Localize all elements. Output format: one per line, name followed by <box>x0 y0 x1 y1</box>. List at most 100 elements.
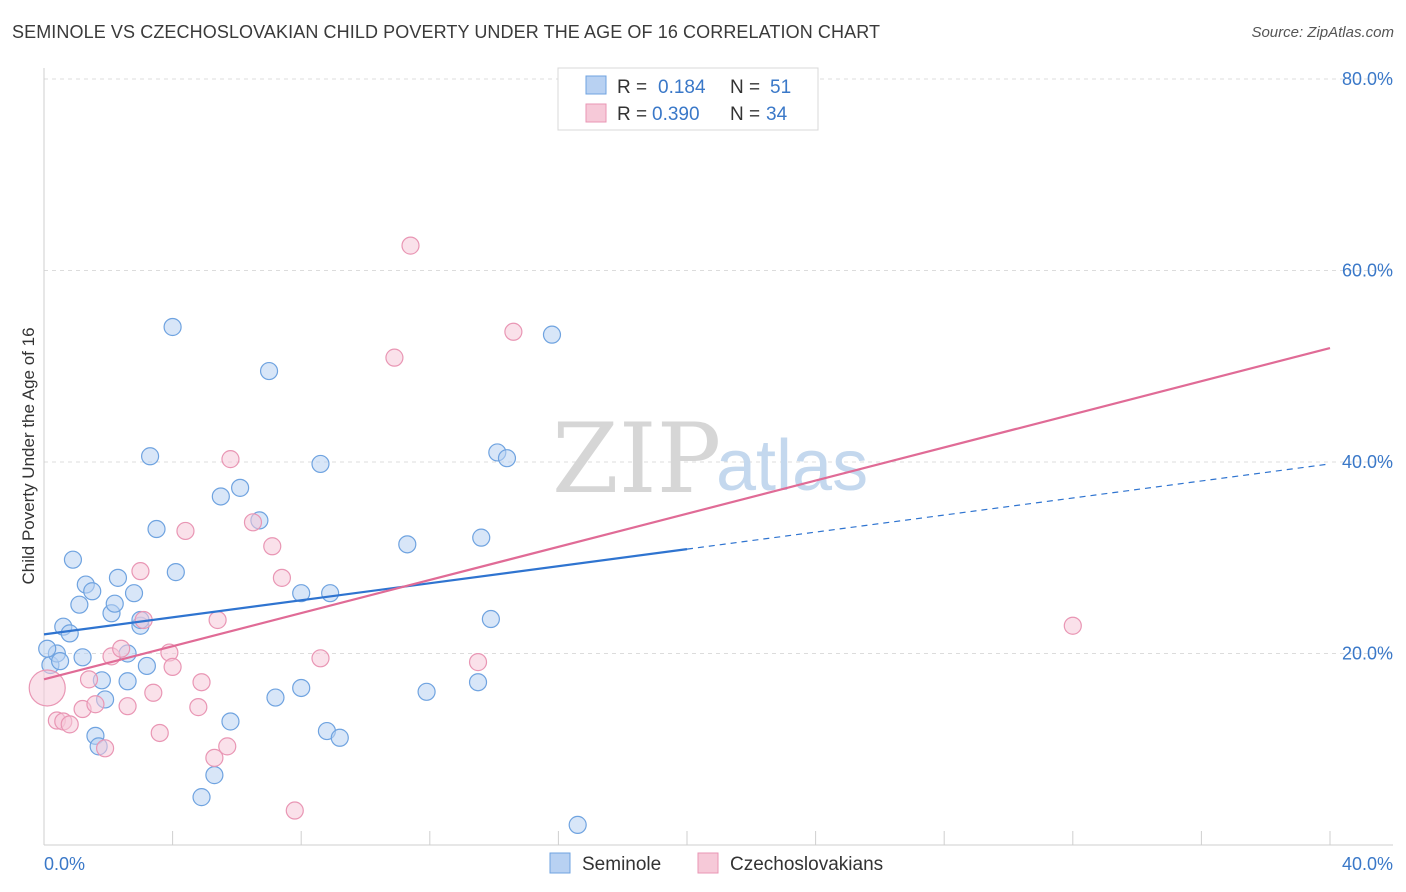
czechoslovakians-point <box>144 683 163 702</box>
czechoslovakians-point <box>221 450 240 469</box>
legend-r-value-seminole: 0.184 <box>658 77 706 98</box>
legend-swatch-seminole <box>585 75 607 95</box>
x-tick-labels: 0.0% 40.0% <box>44 854 1393 874</box>
x-tick-label: 0.0% <box>44 854 85 874</box>
czechoslovakians-point <box>79 670 99 689</box>
czechoslovakians-point <box>131 562 150 581</box>
seminole-point <box>311 454 330 474</box>
seminole-point <box>50 652 70 671</box>
seminole-point <box>292 584 311 603</box>
bottom-legend-swatch-czechoslovakians <box>697 852 719 874</box>
seminole-point <box>497 449 517 468</box>
czechoslovakians-point <box>468 653 488 672</box>
seminole-point <box>70 595 89 614</box>
watermark-atlas: atlas <box>716 426 868 506</box>
watermark: ZIP atlas <box>552 403 868 515</box>
seminole-point <box>211 487 230 506</box>
legend-n-label: N = <box>730 77 760 98</box>
seminole-point <box>60 624 79 643</box>
czechoslovakians-point <box>385 348 404 367</box>
czechoslovakians-point <box>205 748 224 767</box>
seminole-point <box>108 568 128 587</box>
czechoslovakians-point <box>189 698 208 717</box>
seminole-point <box>166 563 185 582</box>
czechoslovakians-point <box>401 236 420 255</box>
legend-r-label: R = <box>617 104 647 125</box>
seminole-point <box>147 519 166 539</box>
y-tick-label: 80.0% <box>1342 69 1393 89</box>
czechoslovakians-point <box>118 697 137 716</box>
czechoslovakians-point <box>28 669 66 707</box>
bottom-legend-swatch-seminole <box>549 852 571 874</box>
legend-r-label: R = <box>617 77 647 98</box>
legend-swatch-czechoslovakians <box>585 103 607 123</box>
axes <box>43 68 1393 846</box>
seminole-point <box>38 639 57 658</box>
data-points <box>28 236 1082 834</box>
czechoslovakians-point <box>272 568 292 587</box>
czechoslovakians-point <box>60 715 79 734</box>
y-tick-label: 60.0% <box>1342 261 1393 281</box>
chart-title: SEMINOLE VS CZECHOSLOVAKIAN CHILD POVERT… <box>12 22 881 42</box>
grid-lines <box>44 78 1393 654</box>
seminole-point <box>221 712 240 731</box>
seminole-point <box>542 325 562 344</box>
seminole-point <box>321 584 340 603</box>
czechoslovakians-point <box>86 695 105 714</box>
legend-n-label: N = <box>730 104 760 125</box>
czechoslovakians-point <box>112 639 131 658</box>
x-tick-label: 40.0% <box>1342 854 1393 874</box>
watermark-zip: ZIP <box>552 403 721 515</box>
trend-lines <box>43 346 1331 681</box>
legend-box: R = 0.184 N = 51 R = 0.390 N = 34 <box>557 67 819 131</box>
seminole-point <box>140 447 160 466</box>
y-axis-label: Child Poverty Under the Age of 16 <box>19 327 38 584</box>
bottom-legend-czechoslovakians: Czechoslovakians <box>730 854 883 875</box>
y-tick-label: 40.0% <box>1342 452 1393 472</box>
czechoslovakians-point <box>243 513 263 532</box>
seminole-point <box>259 361 279 381</box>
seminole-point <box>205 766 224 785</box>
czechoslovakians-trend-line <box>43 346 1331 681</box>
seminole-point <box>292 678 311 698</box>
czechoslovakians-point <box>208 610 227 630</box>
seminole-point <box>105 594 124 613</box>
seminole-point <box>192 788 211 807</box>
seminole-point <box>472 528 491 547</box>
czechoslovakians-point <box>163 657 182 677</box>
seminole-point <box>163 317 182 337</box>
seminole-point <box>83 582 102 601</box>
y-tick-labels: 20.0% 40.0% 60.0% 80.0% <box>1342 69 1393 664</box>
seminole-point <box>63 550 83 569</box>
seminole-point <box>417 682 436 701</box>
seminole-point <box>568 815 587 834</box>
czechoslovakians-point <box>218 737 237 756</box>
seminole-point <box>468 673 488 692</box>
seminole-point <box>398 535 417 554</box>
seminole-point <box>118 672 137 691</box>
czechoslovakians-point <box>176 521 195 541</box>
legend-n-value-seminole: 51 <box>770 77 791 98</box>
czechoslovakians-point <box>311 649 330 668</box>
czechoslovakians-point <box>192 673 211 692</box>
legend-r-value-czechoslovakians: 0.390 <box>652 104 700 125</box>
bottom-legend: Seminole Czechoslovakians <box>549 852 883 875</box>
czechoslovakians-point <box>285 801 304 820</box>
y-tick-label: 20.0% <box>1342 644 1393 664</box>
source-label: Source: ZipAtlas.com <box>1251 24 1394 41</box>
seminole-point <box>137 656 156 676</box>
seminole-point <box>481 609 500 629</box>
legend-n-value-czechoslovakians: 34 <box>766 104 788 125</box>
bottom-legend-seminole: Seminole <box>582 854 661 875</box>
czechoslovakians-point <box>1063 616 1082 635</box>
seminole-trend-line <box>43 548 688 636</box>
czechoslovakians-point <box>263 537 282 556</box>
seminole-point <box>73 648 92 667</box>
seminole-point <box>330 728 349 747</box>
czechoslovakians-point <box>150 723 169 743</box>
seminole-point <box>266 688 285 707</box>
seminole-point <box>231 478 250 497</box>
seminole-point <box>124 584 144 603</box>
czechoslovakians-point <box>504 322 523 341</box>
